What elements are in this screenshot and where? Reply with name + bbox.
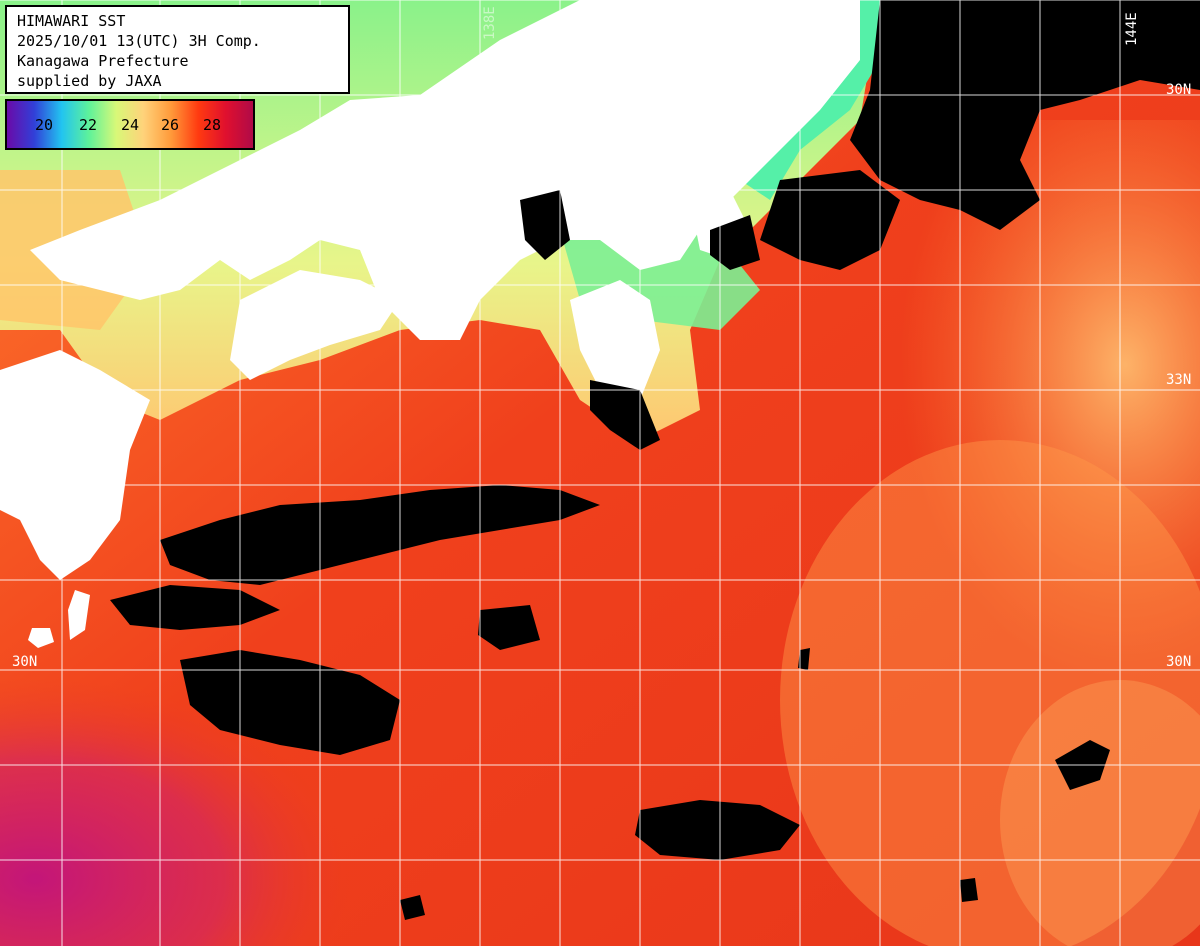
- legend-label-28: 28: [203, 116, 222, 134]
- cloud-east-coast: [760, 170, 900, 270]
- legend-color-bar: [7, 101, 253, 148]
- organization-line: Kanagawa Prefecture: [17, 52, 189, 70]
- legend-label-22: 22: [79, 116, 98, 134]
- grid-label-lon-144: 144E: [1124, 12, 1140, 46]
- legend-label-24: 24: [121, 116, 140, 134]
- grid-label-lat-right-north: 30N: [1166, 82, 1192, 98]
- grid-label-lon-138: 138E: [482, 6, 498, 40]
- cloud-mass-southwest: [180, 650, 400, 755]
- cloud-speck-1: [798, 648, 810, 670]
- land-honshu: [30, 0, 860, 340]
- title-line: HIMAWARI SST: [17, 12, 126, 30]
- legend-label-20: 20: [35, 116, 54, 134]
- credit-line: supplied by JAXA: [17, 72, 162, 90]
- cool-eddy-band: [780, 440, 1200, 946]
- land-kii-peninsula: [570, 280, 660, 400]
- grid-label-lat-30-left: 30N: [12, 654, 38, 670]
- temperature-legend: 20 22 24 26 28: [5, 99, 255, 150]
- cloud-southeast: [635, 800, 800, 860]
- cloud-izu: [710, 215, 760, 270]
- land-kyushu: [0, 350, 150, 580]
- land-tanegashima: [68, 590, 90, 640]
- timestamp-line: 2025/10/01 13(UTC) 3H Comp.: [17, 32, 261, 50]
- legend-label-26: 26: [161, 116, 180, 134]
- cloud-band-central: [160, 485, 600, 585]
- grid-label-lat-30-right: 30N: [1166, 654, 1192, 670]
- cloud-speck-3: [400, 895, 425, 920]
- cloud-band-west: [110, 585, 280, 630]
- cloud-speck-2: [960, 878, 978, 902]
- land-yakushima: [28, 628, 54, 648]
- grid-label-lat-33-right: 33N: [1166, 372, 1192, 388]
- cloud-kii-gap: [520, 190, 570, 260]
- cool-filament: [1000, 680, 1200, 946]
- cloud-northeast: [850, 0, 1200, 230]
- title-box: HIMAWARI SST 2025/10/01 13(UTC) 3H Comp.…: [5, 5, 350, 94]
- cloud-kii-south: [590, 380, 660, 450]
- land-shikoku: [230, 270, 400, 380]
- cloud-south-center: [478, 605, 540, 650]
